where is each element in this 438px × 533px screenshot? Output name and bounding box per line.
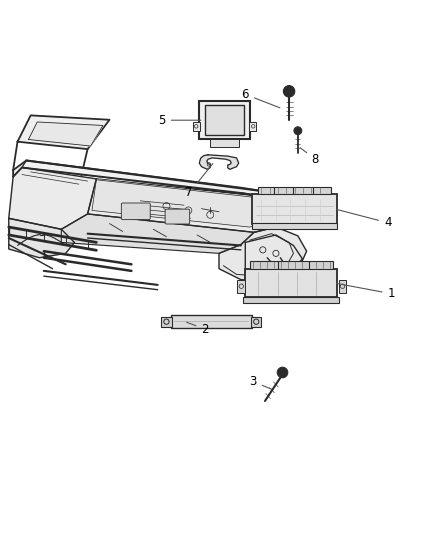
Polygon shape [18, 115, 109, 149]
Polygon shape [92, 180, 263, 227]
Text: 6: 6 [241, 88, 280, 108]
Polygon shape [219, 227, 307, 282]
Circle shape [294, 127, 302, 135]
Text: 4: 4 [336, 209, 392, 229]
Polygon shape [88, 179, 276, 232]
Circle shape [283, 86, 295, 97]
Bar [339, 280, 346, 293]
Polygon shape [9, 167, 96, 229]
Bar [249, 122, 256, 131]
Bar [252, 223, 337, 229]
Circle shape [277, 367, 288, 378]
Polygon shape [28, 122, 103, 146]
FancyBboxPatch shape [165, 209, 190, 224]
FancyBboxPatch shape [171, 314, 252, 328]
Bar [243, 297, 339, 303]
FancyBboxPatch shape [245, 269, 337, 297]
Text: 8: 8 [300, 148, 319, 166]
Text: 5: 5 [159, 114, 201, 127]
Polygon shape [13, 160, 263, 197]
Bar [251, 317, 261, 327]
Text: 3: 3 [250, 375, 271, 389]
FancyBboxPatch shape [252, 194, 337, 223]
FancyBboxPatch shape [199, 101, 250, 140]
Bar [193, 122, 200, 131]
FancyBboxPatch shape [121, 203, 150, 220]
Bar [237, 280, 245, 293]
Bar [258, 187, 331, 194]
Bar [210, 139, 239, 147]
Polygon shape [61, 214, 254, 253]
Bar [250, 261, 333, 269]
FancyBboxPatch shape [205, 106, 244, 135]
Text: 1: 1 [336, 284, 395, 300]
Polygon shape [199, 155, 239, 169]
Text: 2: 2 [187, 322, 209, 336]
Text: 7: 7 [185, 164, 213, 199]
Bar [161, 317, 172, 327]
Polygon shape [9, 219, 74, 258]
